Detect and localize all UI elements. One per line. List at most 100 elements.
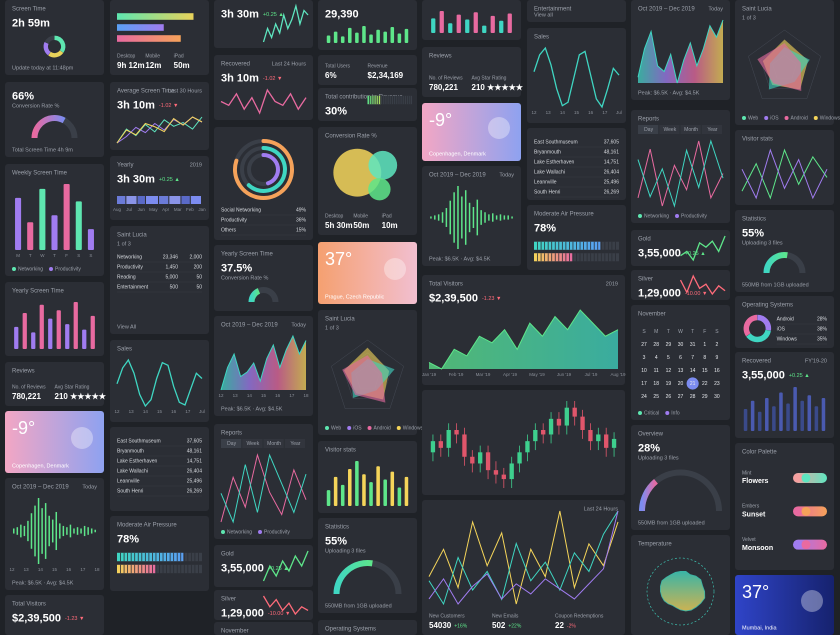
line: [741, 148, 828, 200]
label: Sales: [117, 347, 132, 353]
tab[interactable]: [638, 125, 659, 134]
label: Sunset: [742, 512, 766, 519]
swatch-dot: [801, 540, 811, 550]
label: -9°: [429, 110, 452, 130]
card: [110, 226, 209, 334]
label: 2,000: [189, 254, 202, 260]
label: 1 of 3: [117, 241, 131, 247]
label: Lake Estherhaven: [117, 458, 158, 464]
line: [637, 139, 724, 208]
label: Recovered: [221, 62, 250, 68]
gauge-value: [333, 560, 373, 595]
label: 15%: [296, 227, 307, 233]
label: Productivity: [117, 264, 143, 270]
card: [5, 595, 104, 635]
label: 17: [80, 567, 86, 572]
bar: [362, 26, 366, 43]
label: 14,751: [604, 159, 620, 165]
tab[interactable]: [701, 125, 722, 134]
candle-body: [485, 452, 491, 471]
label: 210 ★★★★★: [55, 392, 107, 401]
bar: [355, 461, 359, 506]
label: -1.23 ▼: [65, 616, 85, 622]
label: 37°: [742, 582, 769, 602]
label: Oct 2019 – Dec 2019: [638, 7, 695, 13]
tab[interactable]: [242, 439, 263, 448]
tab[interactable]: [680, 125, 701, 134]
tab[interactable]: [284, 439, 305, 448]
strip-segment: [159, 196, 169, 204]
bar: [348, 468, 352, 506]
label: 16: [171, 409, 177, 414]
label: 14,751: [187, 458, 203, 464]
label: Networking: [18, 266, 43, 272]
label: $2,39,500: [12, 612, 61, 624]
label: 25,496: [604, 179, 620, 185]
label: Feb: [186, 207, 194, 212]
bar: [340, 36, 345, 43]
label: 9h 12m: [117, 61, 145, 70]
label: 12m: [145, 61, 161, 70]
label: Avg Star Rating: [55, 384, 90, 390]
bubble: [368, 150, 398, 180]
label: 28: [653, 342, 659, 348]
bar: [31, 332, 36, 349]
label: Jul: [616, 110, 622, 115]
label: Mar: [174, 207, 182, 212]
label: 31: [690, 342, 696, 348]
tab[interactable]: [659, 125, 680, 134]
label: S: [642, 329, 646, 335]
line: [428, 510, 619, 605]
label: Mobile: [145, 53, 160, 59]
label: Reports: [638, 117, 659, 123]
label: 50: [196, 274, 202, 280]
label: 13: [546, 110, 552, 115]
label: 22: [555, 621, 564, 630]
legend-dot: [675, 214, 680, 218]
card: [5, 411, 104, 473]
label: 780,221: [429, 83, 458, 92]
hbar: [117, 13, 194, 20]
bar: [56, 310, 61, 349]
label: iOS: [777, 326, 786, 332]
label: Moderate Air Pressure: [117, 523, 177, 529]
label: Windows: [403, 425, 424, 431]
label: South Henri: [117, 488, 143, 494]
label: Day: [227, 441, 236, 447]
label: 18: [303, 393, 309, 398]
label: New Customers: [429, 613, 465, 619]
line: [220, 453, 307, 524]
label: Day: [644, 127, 653, 133]
label: 12: [666, 368, 672, 374]
line: [116, 358, 203, 408]
label: Oct 2019 – Dec 2019: [221, 323, 278, 329]
line: [262, 550, 309, 582]
bar: [326, 490, 331, 506]
label: 2h 59m: [12, 17, 50, 29]
label: Copenhagen, Denmark: [12, 463, 69, 469]
label: S: [715, 329, 719, 335]
label: 550MB from 1GB uploaded: [742, 282, 809, 288]
label: 30: [678, 342, 684, 348]
label: Silver: [221, 597, 236, 603]
label: Lake Wallachi: [534, 169, 565, 175]
card: [631, 230, 730, 266]
label: Week: [664, 127, 677, 133]
label: Total contribution to Revenue: [325, 95, 403, 101]
label: 23: [714, 381, 720, 387]
candle-body: [462, 434, 467, 457]
swatch-dot: [801, 473, 811, 483]
bar: [326, 35, 331, 43]
label: 29: [702, 394, 708, 400]
label: 1: [703, 342, 706, 348]
calendar-selected: [686, 377, 699, 390]
tab[interactable]: [221, 439, 242, 448]
label: Saint Lucia: [117, 233, 147, 239]
card: [735, 210, 834, 292]
tab[interactable]: [263, 439, 284, 448]
strip-segment: [137, 196, 145, 204]
label: 29: [666, 342, 672, 348]
weather-icon: [71, 427, 93, 449]
label: 1,29,000: [638, 287, 681, 299]
